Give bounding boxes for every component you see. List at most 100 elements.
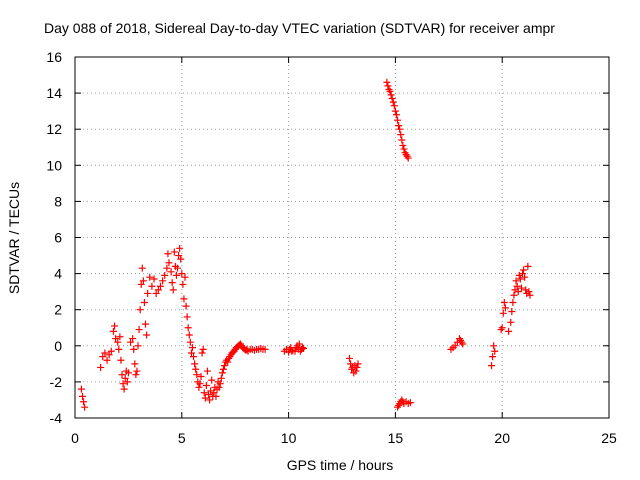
data-point-marker [509, 298, 517, 306]
data-point-marker [517, 284, 525, 292]
data-point-marker [169, 286, 177, 294]
data-point-marker [383, 78, 391, 86]
data-point-marker [184, 324, 192, 332]
data-point-marker [507, 318, 515, 326]
data-point-marker [114, 338, 122, 346]
data-point-marker [499, 309, 507, 317]
data-point-marker [354, 360, 362, 368]
data-point-marker [182, 302, 190, 310]
data-point-marker [120, 385, 128, 393]
data-point-marker [345, 354, 353, 362]
data-point-marker [459, 340, 467, 348]
data-point-marker [490, 342, 498, 350]
data-point-marker [180, 295, 188, 303]
data-point-marker [387, 91, 395, 99]
data-point-marker [188, 344, 196, 352]
data-point-marker [224, 358, 232, 366]
data-point-marker [300, 345, 308, 353]
data-point-marker [391, 107, 399, 115]
data-point-marker [201, 394, 209, 402]
data-point-marker [218, 369, 226, 377]
data-point-marker [508, 308, 516, 316]
y-tick-label: 0 [54, 338, 62, 354]
data-point-marker [123, 378, 131, 386]
axis-ticks [74, 56, 610, 419]
data-point-marker [398, 136, 406, 144]
data-point-marker [199, 345, 207, 353]
x-tick-label: 20 [494, 430, 510, 446]
data-point-marker [150, 275, 158, 283]
data-point-marker [129, 335, 137, 343]
grid-lines [75, 57, 609, 418]
data-point-marker [77, 385, 85, 393]
data-point-marker [221, 362, 229, 370]
data-point-marker [197, 372, 205, 380]
data-point-marker [206, 396, 214, 404]
data-point-marker [384, 82, 392, 90]
data-point-marker [168, 279, 176, 287]
data-point-marker [513, 282, 521, 290]
data-point-marker [80, 398, 88, 406]
data-point-marker [192, 365, 200, 373]
data-point-marker [202, 382, 210, 390]
data-point-marker [521, 273, 529, 281]
y-tick-label: 16 [46, 49, 62, 65]
data-point-marker [97, 363, 105, 371]
data-point-marker [165, 259, 173, 267]
data-point-marker [389, 98, 397, 106]
x-tick-labels: 0 5 10 15 20 25 [71, 430, 617, 446]
data-point-marker [451, 342, 459, 350]
data-point-marker [119, 380, 127, 388]
y-tick-label: 2 [54, 302, 62, 318]
data-point-marker [140, 298, 148, 306]
data-point-marker [518, 270, 526, 278]
data-point-marker [101, 349, 109, 357]
data-point-marker [514, 288, 522, 296]
data-point-marker [187, 349, 195, 357]
data-point-marker [137, 280, 145, 288]
data-point-marker [386, 87, 394, 95]
data-point-marker [216, 380, 224, 388]
data-point-marker [176, 244, 184, 252]
data-point-marker [178, 270, 186, 278]
data-point-marker [121, 374, 129, 382]
x-axis-label: GPS time / hours [287, 457, 394, 473]
data-point-marker [135, 326, 143, 334]
data-point-marker [156, 282, 164, 290]
data-point-marker [525, 288, 533, 296]
data-point-marker [136, 306, 144, 314]
data-point-marker [406, 399, 414, 407]
data-point-marker [175, 252, 183, 260]
data-point-marker [179, 280, 187, 288]
data-point-marker [501, 304, 509, 312]
data-point-marker [132, 371, 140, 379]
data-point-marker [399, 141, 407, 149]
y-tick-label: 10 [46, 157, 62, 173]
data-point-marker [200, 389, 208, 397]
data-point-marker [174, 264, 182, 272]
x-tick-label: 15 [388, 430, 404, 446]
data-point-marker [505, 327, 513, 335]
data-point-marker [390, 102, 398, 110]
data-point-marker [99, 353, 107, 361]
data-point-marker [510, 291, 518, 299]
data-point-marker [103, 356, 111, 364]
data-point-marker [396, 125, 404, 133]
y-tick-label: 6 [54, 230, 62, 246]
data-point-marker [172, 271, 180, 279]
data-point-marker [219, 365, 227, 373]
data-point-marker [139, 277, 147, 285]
y-axis-label: SDTVAR / TECUs [6, 182, 22, 294]
data-point-marker [520, 266, 528, 274]
data-point-marker [512, 277, 520, 285]
data-point-marker [388, 95, 396, 103]
data-point-marker [146, 273, 154, 281]
data-point-marker [261, 345, 269, 353]
data-point-marker [131, 360, 139, 368]
data-point-marker [400, 145, 408, 153]
data-point-marker [203, 367, 211, 375]
data-point-marker [152, 289, 160, 297]
data-point-marker [154, 286, 162, 294]
data-point-marker [488, 362, 496, 370]
